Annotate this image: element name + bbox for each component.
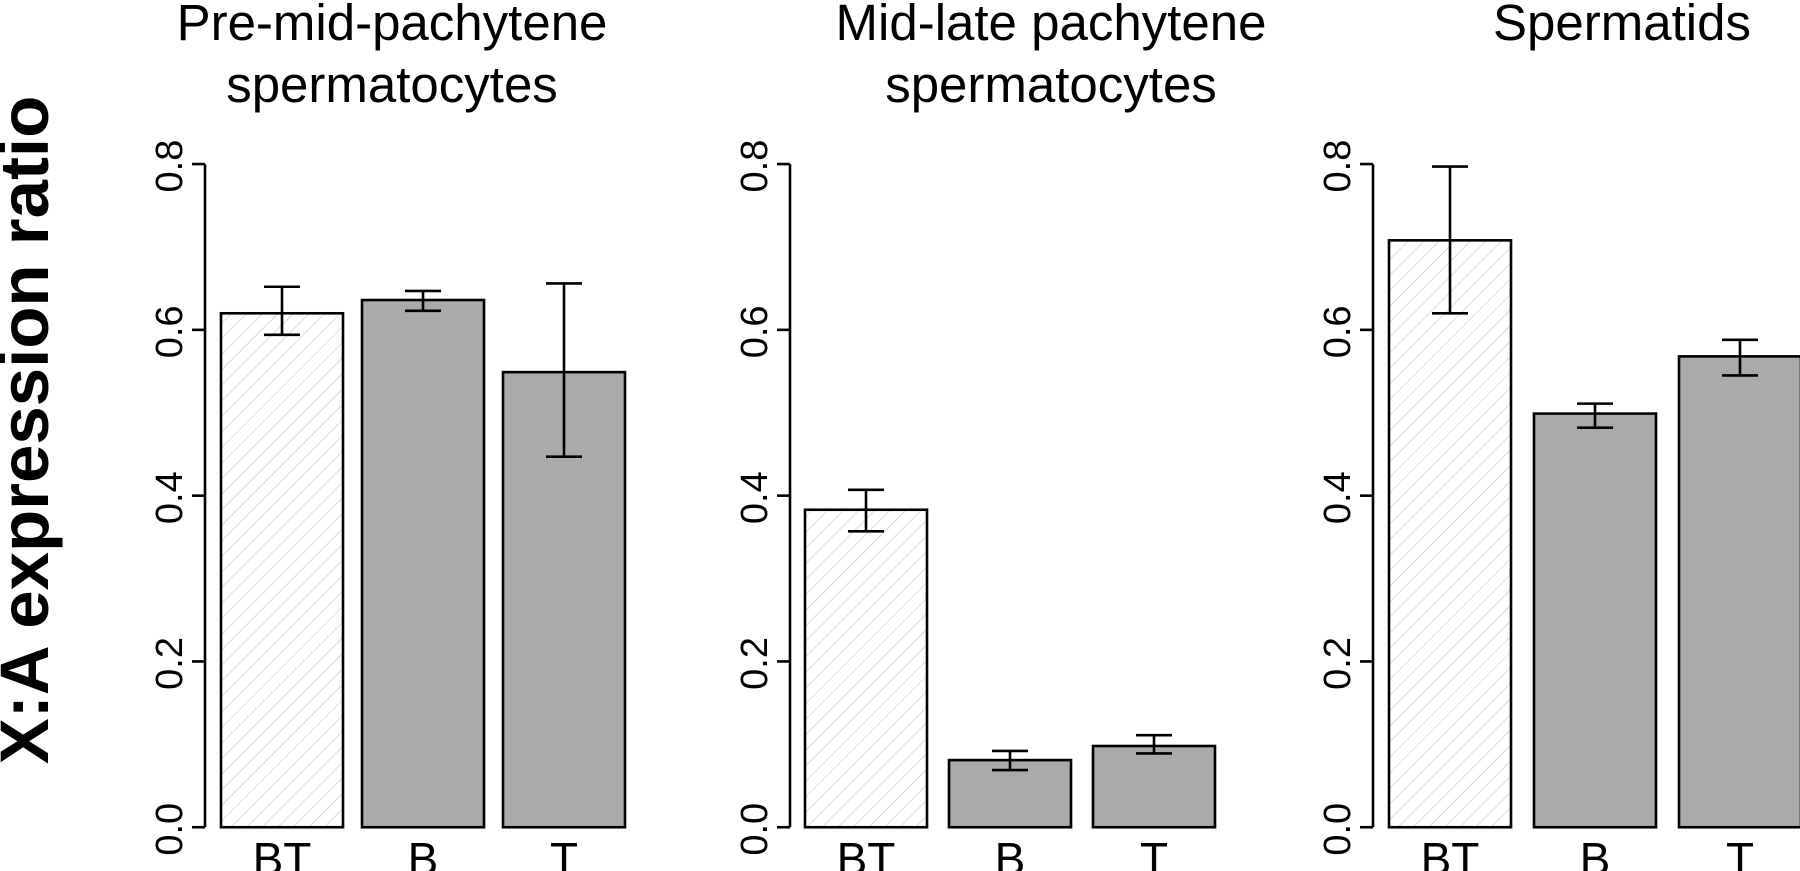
svg-text:0.6: 0.6 <box>1317 305 1359 358</box>
svg-text:Mid-late pachytene: Mid-late pachytene <box>836 0 1267 51</box>
svg-text:spermatocytes: spermatocytes <box>226 56 558 113</box>
svg-text:0.6: 0.6 <box>149 305 191 358</box>
svg-text:T: T <box>1140 833 1168 871</box>
svg-text:0.0: 0.0 <box>1317 803 1359 856</box>
svg-text:0.8: 0.8 <box>734 140 776 193</box>
svg-text:B: B <box>1580 833 1611 871</box>
svg-text:B: B <box>995 833 1026 871</box>
svg-text:BT: BT <box>837 833 896 871</box>
svg-text:0.0: 0.0 <box>734 803 776 856</box>
svg-text:B: B <box>408 833 439 871</box>
svg-text:spermatocytes: spermatocytes <box>885 56 1217 113</box>
svg-text:0.2: 0.2 <box>1317 637 1359 690</box>
svg-text:0.0: 0.0 <box>149 803 191 856</box>
svg-text:0.4: 0.4 <box>734 471 776 524</box>
svg-text:0.6: 0.6 <box>734 305 776 358</box>
svg-text:0.2: 0.2 <box>734 637 776 690</box>
svg-text:X:A expression ratio: X:A expression ratio <box>0 96 63 764</box>
svg-text:0.4: 0.4 <box>149 471 191 524</box>
svg-text:T: T <box>550 833 578 871</box>
svg-text:Spermatids: Spermatids <box>1493 0 1751 51</box>
svg-text:0.8: 0.8 <box>1317 140 1359 193</box>
svg-text:Pre-mid-pachytene: Pre-mid-pachytene <box>177 0 608 51</box>
svg-text:BT: BT <box>253 833 312 871</box>
svg-text:BT: BT <box>1421 833 1480 871</box>
svg-text:0.2: 0.2 <box>149 637 191 690</box>
svg-text:0.8: 0.8 <box>149 140 191 193</box>
svg-text:0.4: 0.4 <box>1317 471 1359 524</box>
svg-text:T: T <box>1726 833 1754 871</box>
